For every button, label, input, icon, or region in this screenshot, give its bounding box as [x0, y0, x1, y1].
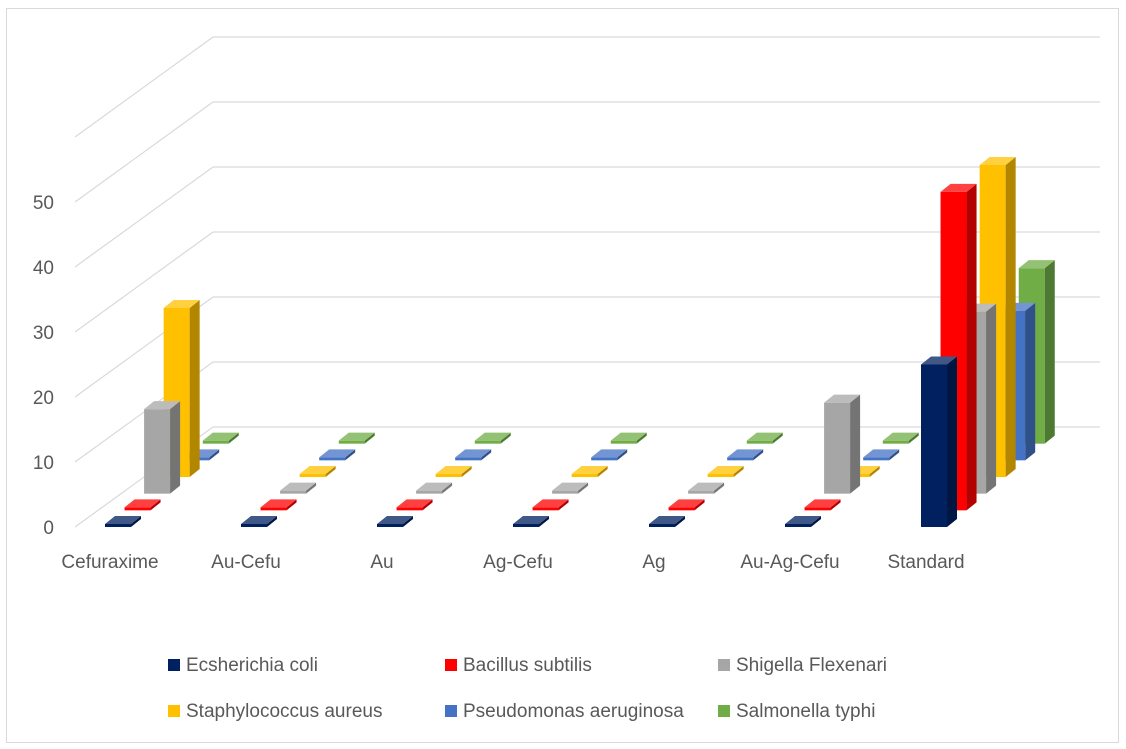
legend-swatch	[445, 705, 457, 717]
bar-au-cefu-series-3	[299, 466, 336, 477]
legend: Ecsherichia coli Bacillus subtilis Shigell…	[168, 655, 887, 722]
legend-label: Ecsherichia coli	[186, 655, 318, 676]
bar-cefuraxime-series-2	[144, 401, 181, 494]
bar-au-series-3	[435, 466, 472, 477]
legend-entry: Pseudomonas aeruginosa	[445, 701, 684, 722]
bar-au-cefu-series-0	[241, 516, 277, 527]
bar-ag-series-3	[707, 466, 744, 477]
y-tick-label: 50	[33, 193, 54, 214]
bar-cefuraxime-series-0	[105, 516, 141, 527]
legend-label: Staphylococcus aureus	[186, 701, 382, 722]
bar-ag-cefu-series-3	[571, 466, 608, 477]
legend-swatch	[718, 705, 730, 717]
x-category-label: Au-Cefu	[211, 552, 281, 573]
bar-cefuraxime-series-1	[124, 499, 161, 511]
bar-ag-series-1	[668, 499, 705, 511]
x-category-label: Ag-Cefu	[483, 552, 553, 573]
legend-entry: Bacillus subtilis	[445, 655, 592, 676]
x-category-label: Cefuraxime	[61, 552, 158, 573]
legend-label: Shigella Flexenari	[736, 655, 887, 676]
bar-au-ag-cefu-series-2	[824, 394, 861, 494]
bar-ag-series-2	[688, 482, 725, 494]
bar-ag-series-0	[649, 516, 685, 527]
x-category-label: Au-Ag-Cefu	[740, 552, 839, 573]
bar-au-cefu-series-4	[319, 449, 356, 461]
y-tick-label: 10	[33, 453, 54, 474]
bar-au-cefu-series-5	[338, 432, 375, 444]
bar-ag-cefu-series-0	[513, 516, 549, 527]
legend-swatch	[445, 659, 457, 671]
gridline-floor-40	[74, 166, 214, 268]
gridline-floor-top	[74, 36, 214, 138]
gridline-floor-30	[74, 231, 214, 333]
bar-au-ag-cefu-series-1	[804, 499, 841, 511]
y-tick-label: 0	[43, 518, 54, 539]
bar-au-ag-cefu-series-5	[882, 432, 919, 444]
x-category-label: Standard	[887, 552, 964, 573]
bar-au-cefu-series-2	[280, 482, 317, 494]
legend-entry: Salmonella typhi	[718, 701, 875, 722]
legend-swatch	[168, 705, 180, 717]
x-category-label: Ag	[642, 552, 665, 573]
legend-label: Pseudomonas aeruginosa	[463, 701, 684, 722]
legend-entry: Staphylococcus aureus	[168, 701, 382, 722]
bar-standard-series-0	[921, 356, 957, 527]
gridline-floor-50	[74, 101, 214, 203]
y-tick-label: 40	[33, 258, 54, 279]
legend-label: Salmonella typhi	[736, 701, 875, 722]
bar-au-series-5	[474, 432, 511, 444]
y-tick-label: 30	[33, 323, 54, 344]
bar-ag-cefu-series-1	[532, 499, 569, 511]
bar-ag-series-5	[746, 432, 783, 444]
legend-swatch	[718, 659, 730, 671]
bar-ag-series-4	[727, 449, 764, 461]
bar-cefuraxime-series-5	[202, 432, 239, 444]
bar-ag-cefu-series-4	[591, 449, 628, 461]
y-axis-ticks: 0 10 20 30 40 50	[33, 193, 54, 539]
bar-au-series-1	[396, 499, 433, 511]
bar-ag-cefu-series-5	[610, 432, 647, 444]
bar-au-series-4	[455, 449, 492, 461]
legend-entry: Shigella Flexenari	[718, 655, 887, 676]
bar-au-series-0	[377, 516, 413, 527]
bar-ag-cefu-series-2	[552, 482, 589, 494]
bar-au-ag-cefu-series-0	[785, 516, 821, 527]
bar-au-ag-cefu-series-4	[863, 449, 900, 461]
bars	[105, 157, 1055, 527]
y-tick-label: 20	[33, 388, 54, 409]
legend-swatch	[168, 659, 180, 671]
legend-label: Bacillus subtilis	[463, 655, 592, 676]
bar-au-series-2	[416, 482, 453, 494]
category-labels: Cefuraxime Au-Cefu Au Ag-Cefu Ag Au-Ag-Cefu St…	[61, 552, 964, 573]
x-category-label: Au	[370, 552, 393, 573]
bar-au-cefu-series-1	[260, 499, 297, 511]
legend-entry: Ecsherichia coli	[168, 655, 318, 676]
